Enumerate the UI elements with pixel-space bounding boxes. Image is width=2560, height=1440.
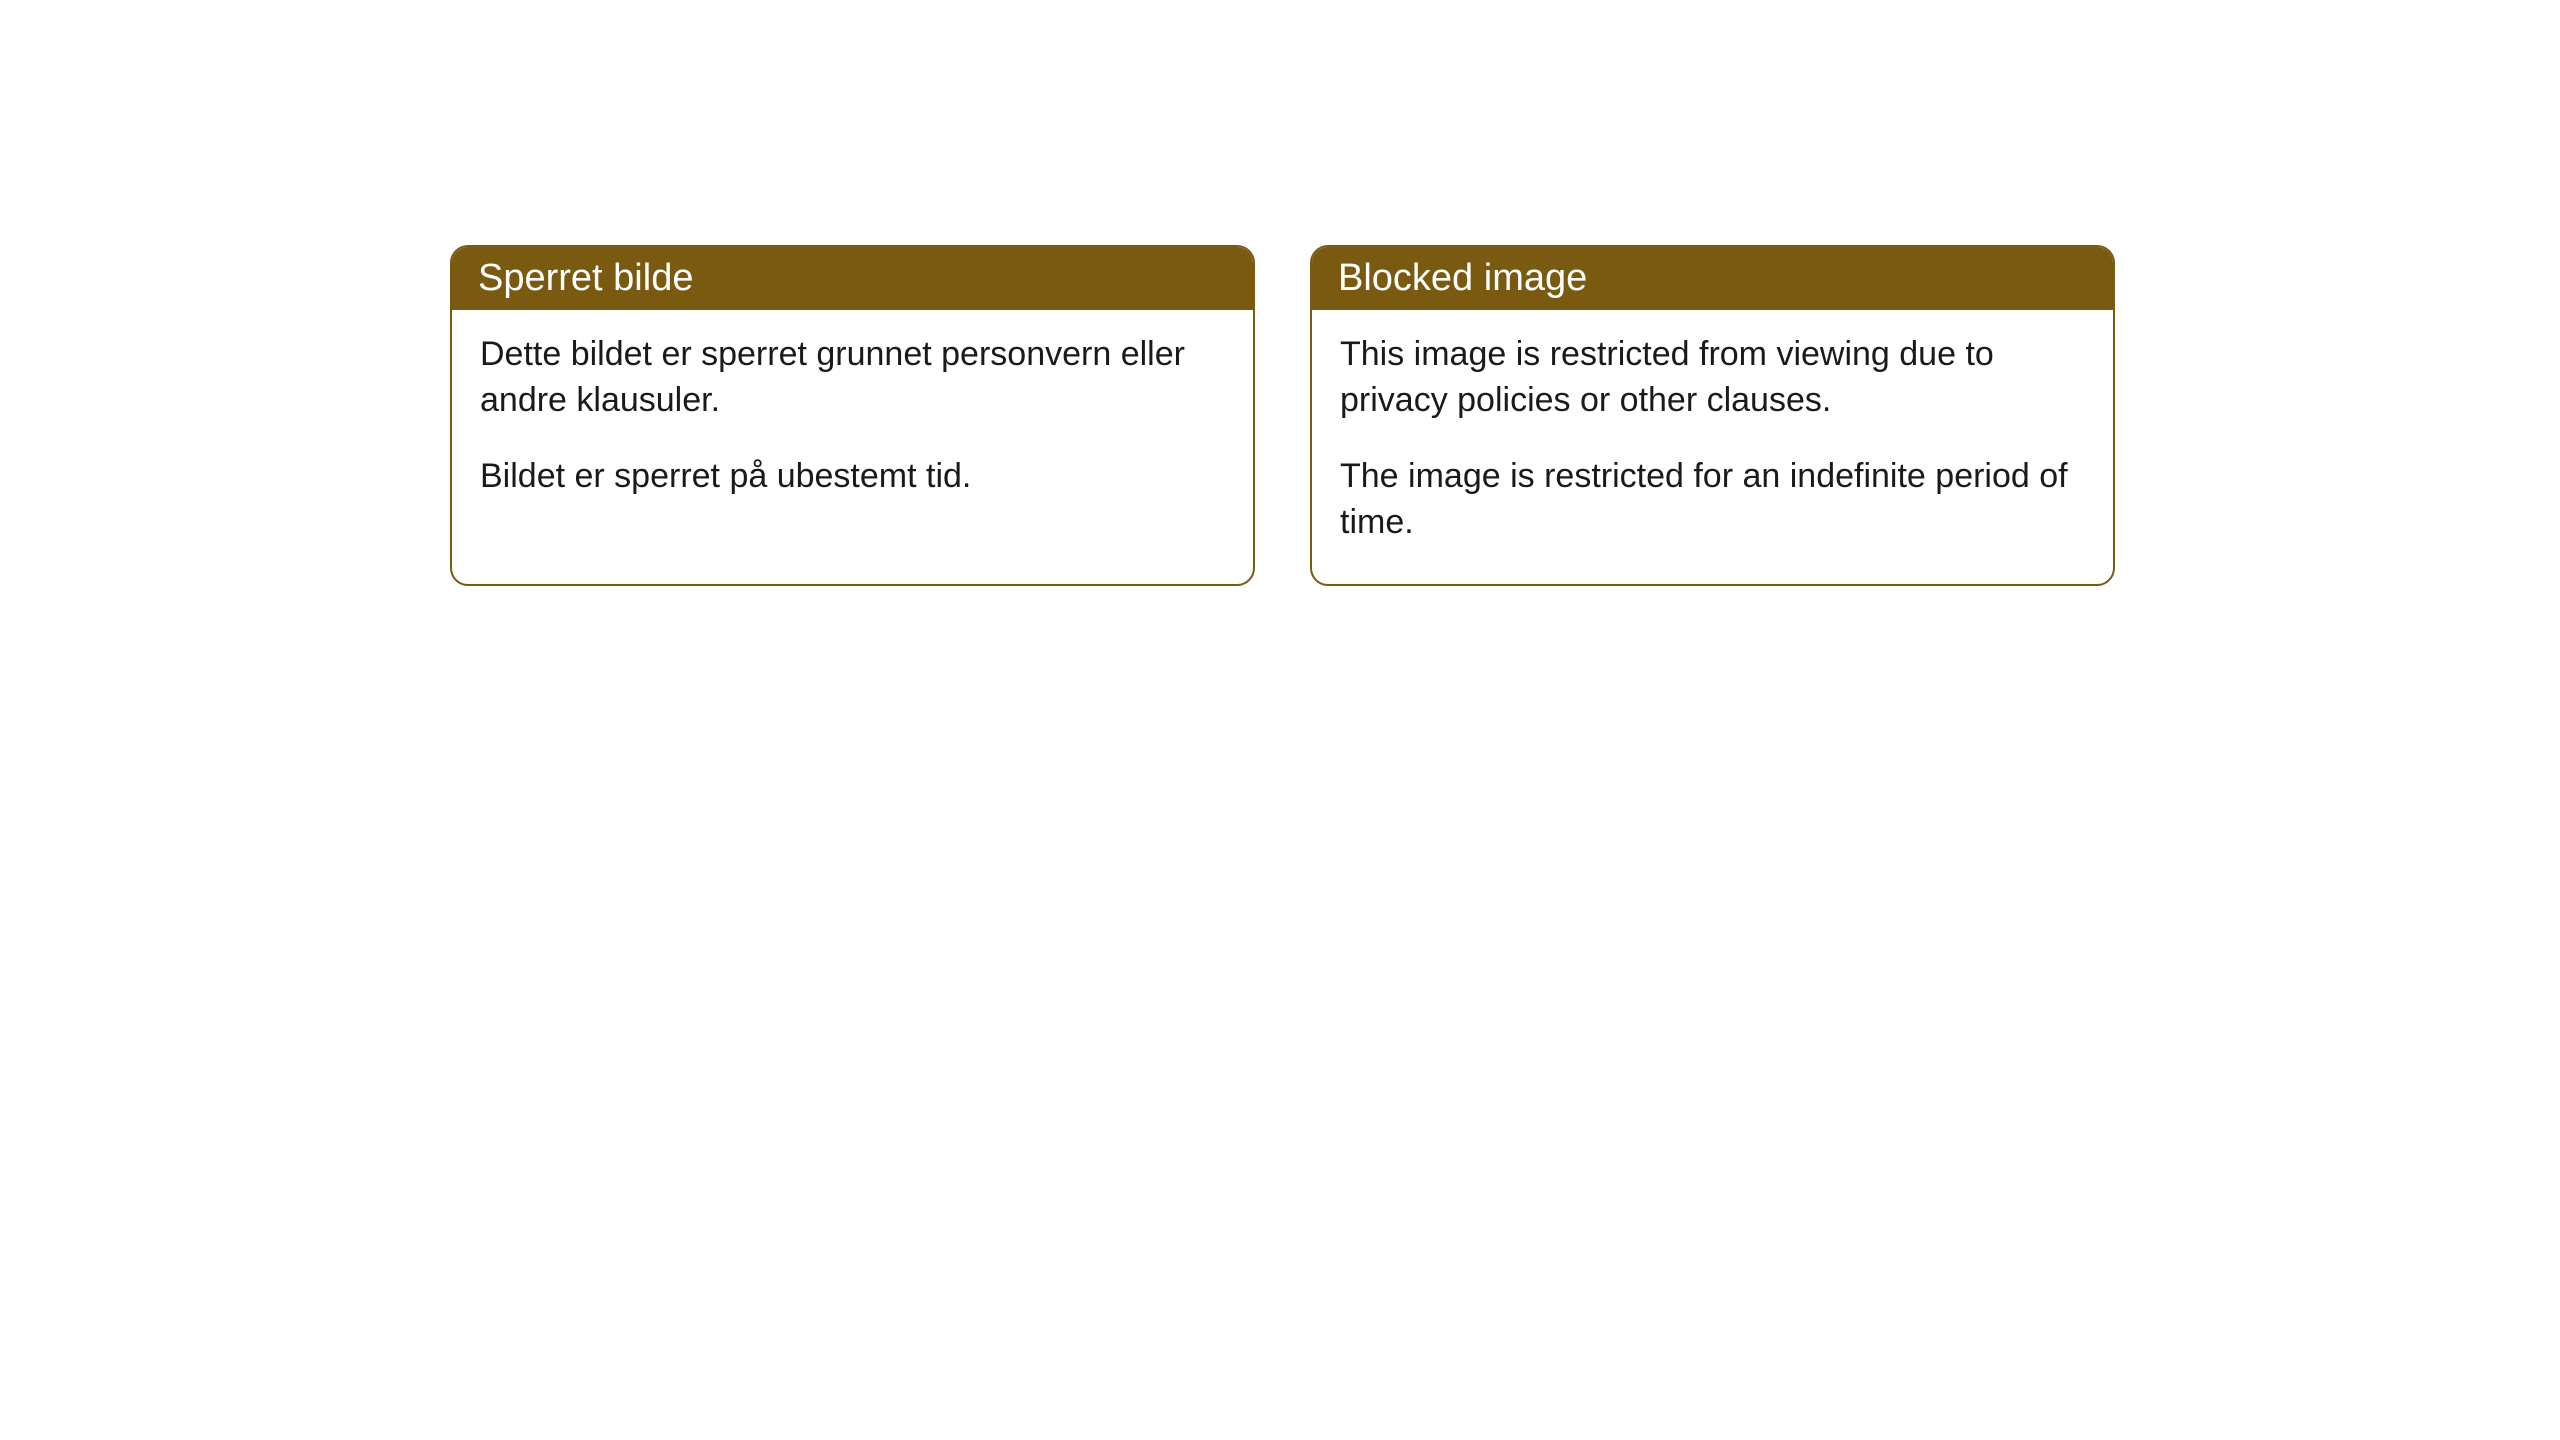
card-paragraph: This image is restricted from viewing du…: [1340, 332, 2085, 424]
card-body: This image is restricted from viewing du…: [1312, 310, 2113, 584]
card-paragraph: Dette bildet er sperret grunnet personve…: [480, 332, 1225, 424]
notice-card-norwegian: Sperret bilde Dette bildet er sperret gr…: [450, 245, 1255, 586]
notice-card-english: Blocked image This image is restricted f…: [1310, 245, 2115, 586]
card-paragraph: The image is restricted for an indefinit…: [1340, 454, 2085, 546]
card-header: Sperret bilde: [452, 247, 1253, 310]
card-paragraph: Bildet er sperret på ubestemt tid.: [480, 454, 1225, 500]
notice-cards-container: Sperret bilde Dette bildet er sperret gr…: [450, 245, 2115, 586]
card-header: Blocked image: [1312, 247, 2113, 310]
card-body: Dette bildet er sperret grunnet personve…: [452, 310, 1253, 538]
